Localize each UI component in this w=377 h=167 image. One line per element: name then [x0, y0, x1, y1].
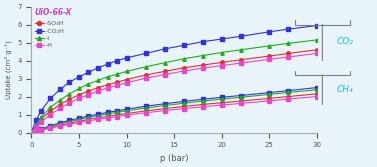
- Legend: -SO₃H, -CO₂H, -I, -H: -SO₃H, -CO₂H, -I, -H: [35, 21, 65, 48]
- Y-axis label: Uptake (cm³ g⁻¹): Uptake (cm³ g⁻¹): [4, 40, 12, 99]
- Text: CH₄: CH₄: [337, 85, 353, 94]
- X-axis label: p (bar): p (bar): [160, 154, 188, 163]
- Text: CO₂: CO₂: [337, 37, 354, 46]
- Text: UiO-66-X: UiO-66-X: [34, 8, 72, 17]
